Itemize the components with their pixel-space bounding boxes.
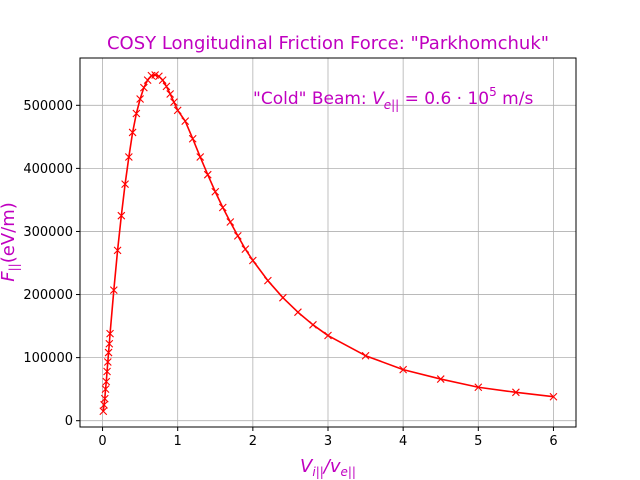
data-point (136, 95, 145, 103)
grid (80, 58, 576, 427)
data-point (139, 83, 148, 92)
data-point (279, 293, 287, 302)
data-point (226, 218, 235, 226)
beam-annotation: "Cold" Beam: Ve|| = 0.6 · 105 m/s (253, 85, 533, 112)
data-point (436, 375, 445, 383)
data-point (173, 106, 182, 115)
x-tick-label: 0 (98, 434, 106, 449)
data-point (511, 388, 520, 397)
data-point (263, 276, 272, 285)
data-point (101, 385, 110, 394)
data-point (203, 170, 212, 179)
y-tick-label: 400000 (23, 162, 73, 177)
y-tick-label: 500000 (23, 99, 73, 114)
data-point (218, 203, 227, 212)
data-point (99, 407, 108, 416)
data-point (162, 82, 171, 91)
data-point (181, 117, 190, 125)
data-point (117, 211, 126, 220)
data-point (474, 383, 483, 392)
y-tick-label: 100000 (23, 351, 73, 366)
x-axis-label: Vi||/ve|| (300, 456, 356, 479)
data-point (549, 392, 558, 401)
ticks: 0 1 2 3 4 5 6 0 100000 200000 300000 400000 500000 (23, 99, 557, 449)
data-point (103, 358, 112, 366)
data-point (399, 365, 408, 374)
data-point (109, 286, 118, 295)
data-point (211, 187, 220, 196)
data-point (106, 329, 114, 338)
data-point (294, 308, 302, 317)
data-point (128, 128, 137, 137)
x-tick-label: 4 (399, 434, 407, 449)
data-point (248, 256, 257, 265)
x-tick-label: 6 (549, 434, 557, 449)
data-point (124, 153, 133, 161)
series (99, 71, 558, 416)
data-point (100, 401, 108, 409)
data-point (104, 348, 113, 357)
data-point (132, 109, 141, 118)
data-point (241, 245, 250, 254)
data-point (324, 331, 332, 340)
data-point (103, 367, 111, 376)
data-point (113, 246, 122, 255)
chart-title: COSY Longitudinal Friction Force: "Parkh… (107, 33, 549, 54)
data-point (102, 377, 111, 386)
data-point (170, 98, 178, 107)
data-point (361, 351, 370, 360)
data-point (309, 320, 317, 329)
x-tick-label: 3 (324, 434, 332, 449)
y-tick-label: 0 (65, 414, 73, 429)
y-tick-label: 300000 (23, 225, 73, 240)
y-tick-label: 200000 (23, 288, 73, 303)
data-point (196, 153, 205, 161)
data-point (121, 180, 129, 189)
data-point (105, 339, 114, 348)
y-axis-label: F||(eV/m) (0, 202, 21, 281)
x-tick-label: 2 (249, 434, 257, 449)
x-tick-label: 1 (174, 434, 182, 449)
data-point (158, 76, 167, 84)
x-tick-label: 5 (474, 434, 482, 449)
data-point (188, 134, 197, 143)
data-point (100, 394, 109, 403)
data-point (233, 231, 242, 240)
data-point (166, 90, 175, 98)
